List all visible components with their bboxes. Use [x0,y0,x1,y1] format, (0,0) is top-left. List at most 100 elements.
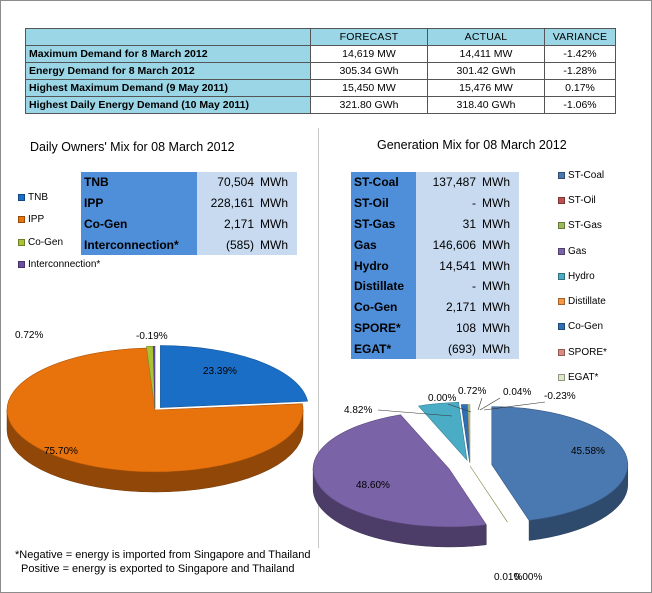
legend-item: ST-Gas [558,220,602,231]
legend-swatch [18,261,25,268]
legend-label: ST-Oil [568,195,596,206]
legend-item: Distillate [558,296,606,307]
legend-label: ST-Coal [568,170,605,181]
pie-label-st-oil: 0.00% [428,393,456,404]
legend-swatch [558,172,565,179]
row-value: 2,171 [197,213,257,235]
row-unit: MWh [257,234,297,256]
legend-swatch [558,273,565,280]
legend-label: ST-Gas [568,220,602,231]
row-value: (585) [197,234,257,256]
table-row: SPORE* 108 MWh [351,317,519,339]
row-value: (693) [416,338,479,360]
row-unit: MWh [479,234,519,256]
forecast-value: 321.80 GWh [310,96,428,114]
table-row: EGAT* (693) MWh [351,338,519,360]
pie-label-spore: 0.04% [503,387,531,398]
generation-mix-table: ST-Coal 137,487 MWh ST-Oil - MWh ST-Gas … [351,172,519,360]
row-value: - [416,275,479,297]
pie-label-egat: -0.23% [544,391,576,402]
owners-pie-labels: 23.39% 75.70% 0.72% -0.19% [15,330,237,457]
legend-label: EGAT* [568,372,599,383]
row-unit: MWh [479,317,519,339]
owners-mix-title: Daily Owners' Mix for 08 March 2012 [30,140,235,154]
legend-item: ST-Coal [558,170,604,181]
row-value: 137,487 [416,172,479,193]
table-row: Co-Gen 2,171 MWh [81,213,297,235]
legend-item: SPORE* [558,347,607,358]
table-row: Energy Demand for 8 March 2012 305.34 GW… [25,62,616,80]
row-unit: MWh [479,192,519,214]
generation-pie-labels: 45.58%0.00%0.01%48.60%4.82%0.00%0.72% 0.0… [344,386,605,583]
legend-label: Hydro [568,271,595,282]
pie-slice-gas [312,414,487,528]
table-row: Interconnection* (585) MWh [81,234,297,256]
row-name: Co-Gen [81,213,197,235]
variance-value: -1.42% [544,45,616,63]
row-value: 70,504 [197,172,257,193]
row-value: - [416,192,479,214]
generation-mix-title: Generation Mix for 08 March 2012 [377,138,567,152]
legend-swatch [18,216,25,223]
legend-swatch [558,323,565,330]
pie-label-hydro: 4.82% [344,405,372,416]
table-row: ST-Coal 137,487 MWh [351,172,519,193]
table-row: IPP 228,161 MWh [81,192,297,214]
row-name: EGAT* [351,338,416,360]
generation-pie-chart [312,401,629,548]
pie-slice-st-gas [469,465,508,523]
owners-mix-table: TNB 70,504 MWh IPP 228,161 MWh Co-Gen 2,… [81,172,297,256]
legend-item: EGAT* [558,372,598,383]
legend-item: Interconnection* [18,259,100,270]
row-unit: MWh [479,255,519,276]
actual-value: 14,411 MW [427,45,545,63]
legend-item: IPP [18,214,44,225]
leader-line [477,397,483,411]
legend-label: Co-Gen [28,237,64,248]
row-label: Highest Maximum Demand (9 May 2011) [25,79,311,97]
legend-item: ST-Oil [558,195,596,206]
table-row: Highest Maximum Demand (9 May 2011) 15,4… [25,79,616,97]
table-row: Maximum Demand for 8 March 2012 14,619 M… [25,45,616,63]
row-unit: MWh [479,296,519,318]
footnote-line-1: *Negative = energy is imported from Sing… [15,549,311,561]
pie-slice-ipp [6,347,304,473]
row-name: SPORE* [351,317,416,339]
row-name: Hydro [351,255,416,276]
pie-slice-hydro [417,401,468,462]
row-name: Co-Gen [351,296,416,318]
row-unit: MWh [257,192,297,214]
row-label: Highest Daily Energy Demand (10 May 2011… [25,96,311,114]
row-name: ST-Coal [351,172,416,193]
pie-label-interconnection: -0.19% [136,331,168,342]
pie-slice-st-coal [491,406,629,521]
table-row: Distillate - MWh [351,275,519,297]
table-row: ST-Gas 31 MWh [351,213,519,235]
legend-swatch [558,374,565,381]
header-actual: ACTUAL [427,28,545,46]
row-value: 14,541 [416,255,479,276]
pie-label-st-coal: 45.58% [571,446,605,457]
row-label: Energy Demand for 8 March 2012 [25,62,311,80]
leader-line [447,403,472,413]
row-name: ST-Gas [351,213,416,235]
legend-label: SPORE* [568,347,607,358]
pie-label-ipp: 75.70% [44,446,78,457]
pie-slice-interconnection [152,346,156,409]
row-name: Interconnection* [81,234,197,256]
row-unit: MWh [479,213,519,235]
row-unit: MWh [257,172,297,193]
pie-label-co-gen: 0.72% [15,330,43,341]
leader-line [377,409,453,417]
row-unit: MWh [257,213,297,235]
legend-label: TNB [28,192,48,203]
pie-slice-egat [467,404,471,463]
legend-item: Co-Gen [558,321,603,332]
row-value: 228,161 [197,192,257,214]
legend-item: Hydro [558,271,595,282]
row-name: IPP [81,192,197,214]
row-label: Maximum Demand for 8 March 2012 [25,45,311,63]
legend-label: Gas [568,246,587,257]
table-row: Co-Gen 2,171 MWh [351,296,519,318]
table-row: Highest Daily Energy Demand (10 May 2011… [25,96,616,114]
